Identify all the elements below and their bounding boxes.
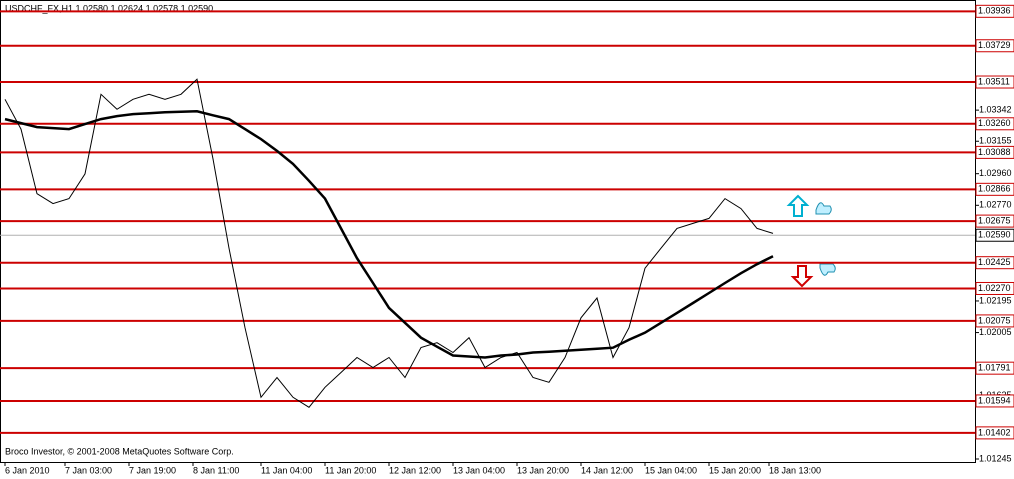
level-label: 1.01402: [978, 427, 1011, 437]
level-label: 1.02866: [978, 184, 1011, 194]
level-label-box: [975, 4, 1014, 18]
level-label-box: [975, 214, 1014, 228]
level-label-box: [975, 394, 1014, 408]
x-tick-label: 11 Jan 04:00: [261, 465, 312, 475]
thumb-down-icon: [819, 263, 836, 276]
y-tick-label: 1.03342: [979, 105, 1012, 115]
level-label: 1.03088: [978, 147, 1011, 157]
level-label-box: [975, 426, 1014, 440]
last-price-box: [975, 228, 1014, 242]
x-tick-label: 18 Jan 13:00: [769, 465, 821, 475]
y-tick-label: 1.03155: [979, 136, 1012, 146]
x-tick-label: 6 Jan 2010: [5, 465, 50, 475]
x-tick-label: 7 Jan 19:00: [129, 465, 176, 475]
x-tick-label: 14 Jan 12:00: [581, 465, 633, 475]
level-label-box: [975, 256, 1014, 270]
series-line: [4, 78, 774, 408]
level-label-box: [975, 182, 1014, 196]
level-label: 1.03260: [978, 118, 1011, 128]
level-label-box: [975, 314, 1014, 328]
level-label: 1.02675: [978, 215, 1011, 225]
x-tick-label: 13 Jan 04:00: [453, 465, 505, 475]
series-line: [4, 110, 774, 359]
level-label-box: [975, 281, 1014, 295]
y-tick-label: 1.02960: [979, 168, 1012, 178]
level-label: 1.02425: [978, 257, 1011, 267]
x-tick-label: 15 Jan 04:00: [645, 465, 697, 475]
x-tick-label: 15 Jan 20:00: [709, 465, 761, 475]
level-label: 1.02075: [978, 315, 1011, 325]
level-label-box: [975, 39, 1014, 53]
y-tick-label: 1.02195: [979, 295, 1012, 305]
level-label: 1.03511: [978, 76, 1010, 86]
level-label: 1.03729: [978, 40, 1011, 50]
signal-icons: [786, 194, 836, 288]
chart-title: USDCHF_FX,H1 1.02580 1.02624 1.02578 1.0…: [5, 3, 213, 13]
thumb-up-icon: [815, 202, 832, 215]
x-tick-label: 7 Jan 03:00: [65, 465, 112, 475]
x-tick-label: 8 Jan 11:00: [193, 465, 239, 475]
up-arrow: [786, 194, 810, 217]
y-tick-label: 1.02005: [979, 327, 1012, 337]
last-price-label: 1.02590: [978, 230, 1011, 240]
footer: Broco Investor, © 2001-2008 MetaQuotes S…: [5, 446, 234, 456]
level-label: 1.02270: [978, 283, 1011, 293]
level-label: 1.03936: [978, 6, 1011, 16]
x-tick-label: 13 Jan 20:00: [517, 465, 569, 475]
level-label: 1.01791: [978, 363, 1011, 373]
down-arrow: [790, 265, 814, 288]
level-label-box: [975, 75, 1014, 89]
y-tick-label: 1.02770: [979, 200, 1012, 210]
level-label-box: [975, 361, 1014, 375]
x-tick-label: 11 Jan 20:00: [325, 465, 376, 475]
x-tick-label: 12 Jan 12:00: [389, 465, 441, 475]
level-label: 1.01594: [978, 395, 1011, 405]
level-label-box: [975, 117, 1014, 131]
y-tick-label: 1.01245: [979, 453, 1012, 463]
level-label-box: [975, 145, 1014, 159]
